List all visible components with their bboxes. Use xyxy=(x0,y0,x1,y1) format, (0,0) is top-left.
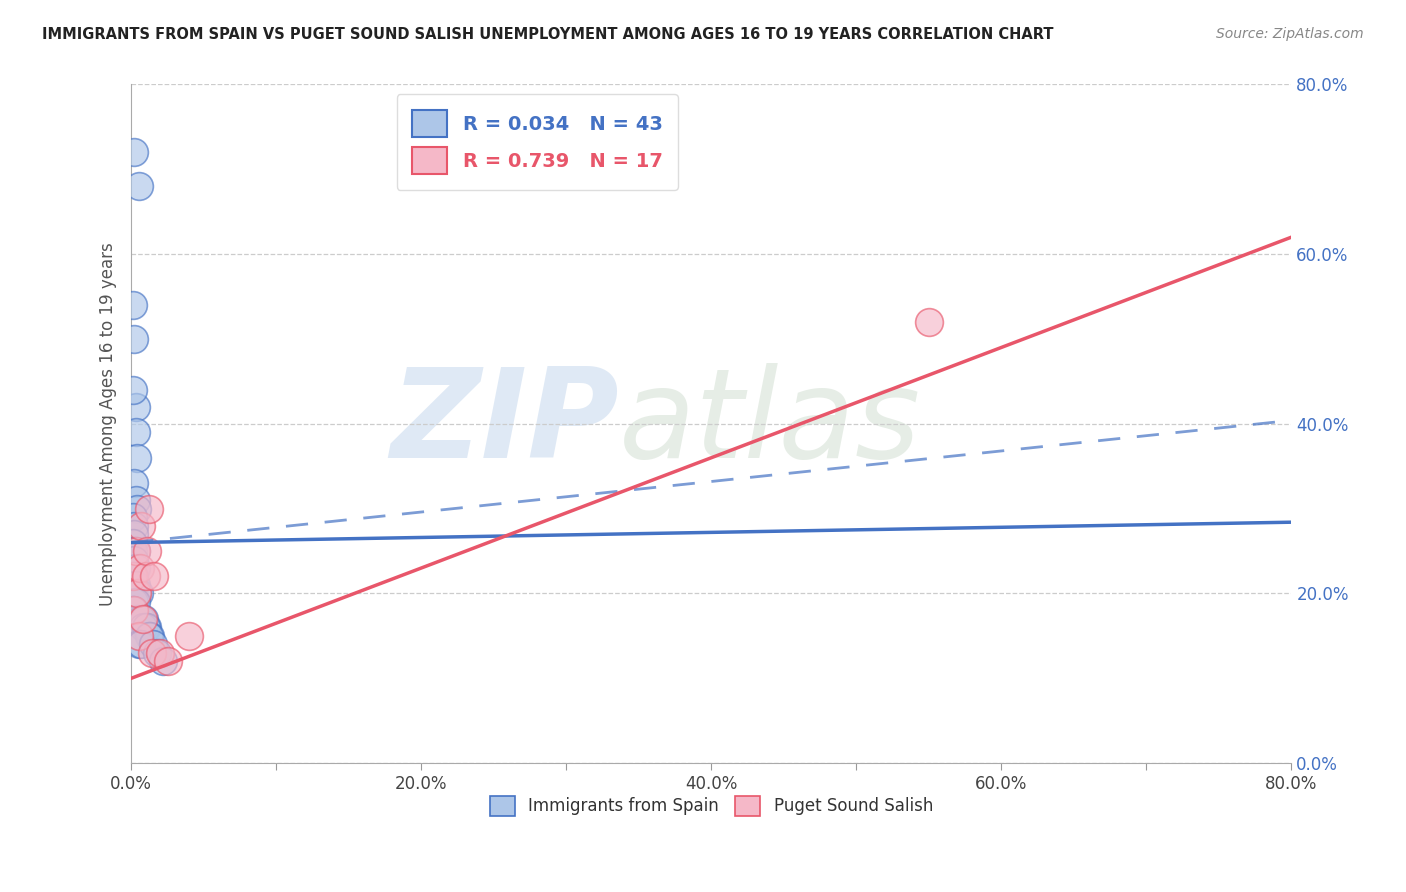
Point xyxy=(128,637,150,651)
Point xyxy=(152,654,174,668)
Point xyxy=(131,637,153,651)
Point xyxy=(125,612,148,626)
Text: IMMIGRANTS FROM SPAIN VS PUGET SOUND SALISH UNEMPLOYMENT AMONG AGES 16 TO 19 YEA: IMMIGRANTS FROM SPAIN VS PUGET SOUND SAL… xyxy=(42,27,1053,42)
Point xyxy=(124,544,146,558)
Text: ZIP: ZIP xyxy=(389,363,619,484)
Point xyxy=(135,620,157,634)
Point xyxy=(122,332,145,346)
Point xyxy=(121,298,143,312)
Point xyxy=(122,527,145,541)
Point xyxy=(122,578,145,592)
Point xyxy=(122,518,145,533)
Point xyxy=(122,552,145,566)
Point xyxy=(121,569,143,583)
Point xyxy=(132,620,155,634)
Point xyxy=(131,612,153,626)
Point xyxy=(138,501,160,516)
Point xyxy=(131,518,153,533)
Point xyxy=(146,646,169,660)
Point xyxy=(138,629,160,643)
Point xyxy=(124,400,146,414)
Text: atlas: atlas xyxy=(619,363,921,484)
Point xyxy=(179,629,201,643)
Point xyxy=(121,535,143,549)
Point xyxy=(122,569,145,583)
Point xyxy=(124,493,146,508)
Point xyxy=(121,569,143,583)
Point xyxy=(124,544,146,558)
Point xyxy=(121,544,143,558)
Point xyxy=(136,620,159,634)
Point xyxy=(142,637,165,651)
Point xyxy=(121,383,143,397)
Point xyxy=(125,501,148,516)
Point xyxy=(125,450,148,465)
Point xyxy=(134,612,156,626)
Point xyxy=(128,179,150,194)
Point xyxy=(149,646,172,660)
Point xyxy=(122,145,145,160)
Point xyxy=(143,569,166,583)
Point xyxy=(125,586,148,600)
Text: Source: ZipAtlas.com: Source: ZipAtlas.com xyxy=(1216,27,1364,41)
Point xyxy=(132,612,155,626)
Point xyxy=(122,603,145,617)
Point xyxy=(121,603,143,617)
Point xyxy=(124,425,146,440)
Point xyxy=(136,544,159,558)
Point xyxy=(135,569,157,583)
Point xyxy=(125,586,148,600)
Point xyxy=(124,561,146,575)
Point xyxy=(124,578,146,592)
Point xyxy=(156,654,179,668)
Point xyxy=(918,315,941,329)
Y-axis label: Unemployment Among Ages 16 to 19 years: Unemployment Among Ages 16 to 19 years xyxy=(100,242,117,606)
Point xyxy=(128,586,150,600)
Point xyxy=(122,595,145,609)
Point xyxy=(128,629,150,643)
Point xyxy=(121,603,143,617)
Legend: Immigrants from Spain, Puget Sound Salish: Immigrants from Spain, Puget Sound Salis… xyxy=(482,789,939,822)
Point xyxy=(129,561,152,575)
Point xyxy=(121,586,143,600)
Point xyxy=(141,646,163,660)
Point xyxy=(139,629,162,643)
Point xyxy=(122,476,145,491)
Point xyxy=(121,510,143,524)
Point xyxy=(124,595,146,609)
